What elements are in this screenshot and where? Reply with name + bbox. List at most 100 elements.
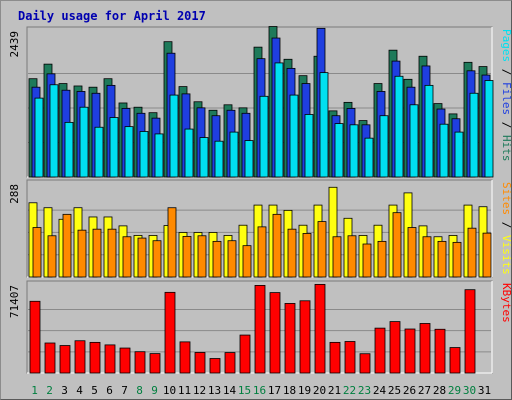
bar-sites — [47, 235, 57, 278]
bar-kbytes — [89, 341, 101, 374]
bar-sites — [62, 213, 72, 278]
bar-kbytes — [209, 358, 221, 374]
bar-kbytes — [149, 353, 161, 374]
day-label: 12 — [193, 384, 206, 397]
bar-sites — [212, 240, 222, 278]
bar-pages — [109, 117, 119, 178]
bar-kbytes — [134, 351, 146, 374]
bar-pages — [364, 137, 374, 178]
day-label: 10 — [163, 384, 176, 397]
day-label: 25 — [388, 384, 401, 397]
bar-kbytes — [44, 342, 56, 374]
middle-scale-max: 288 — [8, 184, 21, 204]
bar-sites — [137, 237, 147, 278]
bar-sites — [182, 236, 192, 278]
legend-pages: Pages — [500, 29, 511, 62]
bar-sites — [302, 233, 312, 278]
bar-kbytes — [59, 345, 71, 374]
day-label: 14 — [223, 384, 237, 397]
bar-pages — [94, 126, 104, 178]
bar-kbytes — [224, 352, 236, 374]
bar-kbytes — [314, 283, 326, 374]
top-scale-max: 2439 — [8, 31, 21, 58]
bar-kbytes — [194, 352, 206, 374]
day-label: 6 — [106, 384, 113, 397]
bar-kbytes — [329, 341, 341, 374]
bar-pages — [124, 126, 134, 178]
day-label: 8 — [136, 384, 143, 397]
day-label: 22 — [343, 384, 356, 397]
bar-sites — [122, 236, 132, 278]
bar-pages — [244, 140, 254, 178]
bar-sites — [32, 227, 42, 278]
bar-sites — [422, 236, 432, 278]
bar-pages — [259, 95, 269, 178]
bar-sites — [392, 212, 402, 278]
bar-pages — [49, 84, 59, 178]
day-label: 11 — [178, 384, 191, 397]
bar-pages — [439, 123, 449, 178]
bar-pages — [454, 131, 464, 178]
bar-kbytes — [449, 347, 461, 374]
bar-pages — [469, 92, 479, 178]
bar-pages — [319, 72, 329, 178]
bar-kbytes — [119, 347, 131, 374]
bar-sites — [257, 226, 267, 278]
day-label: 29 — [448, 384, 461, 397]
day-label: 13 — [208, 384, 221, 397]
bar-sites — [152, 240, 162, 278]
day-label: 20 — [313, 384, 326, 397]
day-label: 4 — [76, 384, 83, 397]
bar-pages — [169, 94, 179, 178]
day-label: 21 — [328, 384, 341, 397]
bar-sites — [197, 235, 207, 278]
bar-sites — [107, 228, 117, 278]
bar-sites — [407, 227, 417, 278]
bar-pages — [484, 80, 494, 178]
day-label: 9 — [151, 384, 158, 397]
day-label: 27 — [418, 384, 431, 397]
bar-kbytes — [284, 303, 296, 374]
bar-kbytes — [239, 334, 251, 374]
bar-pages — [379, 115, 389, 178]
bar-sites — [272, 213, 282, 278]
day-label: 3 — [61, 384, 68, 397]
day-label: 15 — [238, 384, 251, 397]
bar-kbytes — [254, 285, 266, 374]
legend-kbytes: KBytes — [500, 283, 511, 323]
bar-pages — [79, 106, 89, 178]
bar-kbytes — [374, 327, 386, 374]
bar-kbytes — [164, 291, 176, 374]
bar-kbytes — [74, 340, 86, 374]
bar-kbytes — [104, 344, 116, 374]
bar-sites — [362, 243, 372, 278]
bar-pages — [424, 84, 434, 178]
legend-visits: Visits — [500, 235, 511, 275]
legend-hits: Hits — [500, 135, 511, 162]
bar-pages — [229, 131, 239, 178]
bar-pages — [154, 133, 164, 178]
bar-sites — [467, 227, 477, 278]
bar-sites — [227, 240, 237, 278]
day-label: 30 — [463, 384, 476, 397]
bar-sites — [242, 245, 252, 278]
bar-pages — [289, 94, 299, 178]
bar-kbytes — [419, 323, 431, 374]
day-label: 19 — [298, 384, 311, 397]
bar-kbytes — [464, 289, 476, 374]
bar-pages — [34, 97, 44, 178]
bar-pages — [64, 121, 74, 178]
day-label: 16 — [253, 384, 266, 397]
bar-sites — [437, 240, 447, 278]
day-label: 18 — [283, 384, 296, 397]
bar-kbytes — [389, 321, 401, 374]
day-label: 26 — [403, 384, 416, 397]
day-label: 5 — [91, 384, 98, 397]
bar-pages — [394, 75, 404, 178]
day-label: 7 — [121, 384, 128, 397]
bar-pages — [304, 114, 314, 178]
bar-kbytes — [404, 328, 416, 374]
bar-kbytes — [344, 341, 356, 374]
